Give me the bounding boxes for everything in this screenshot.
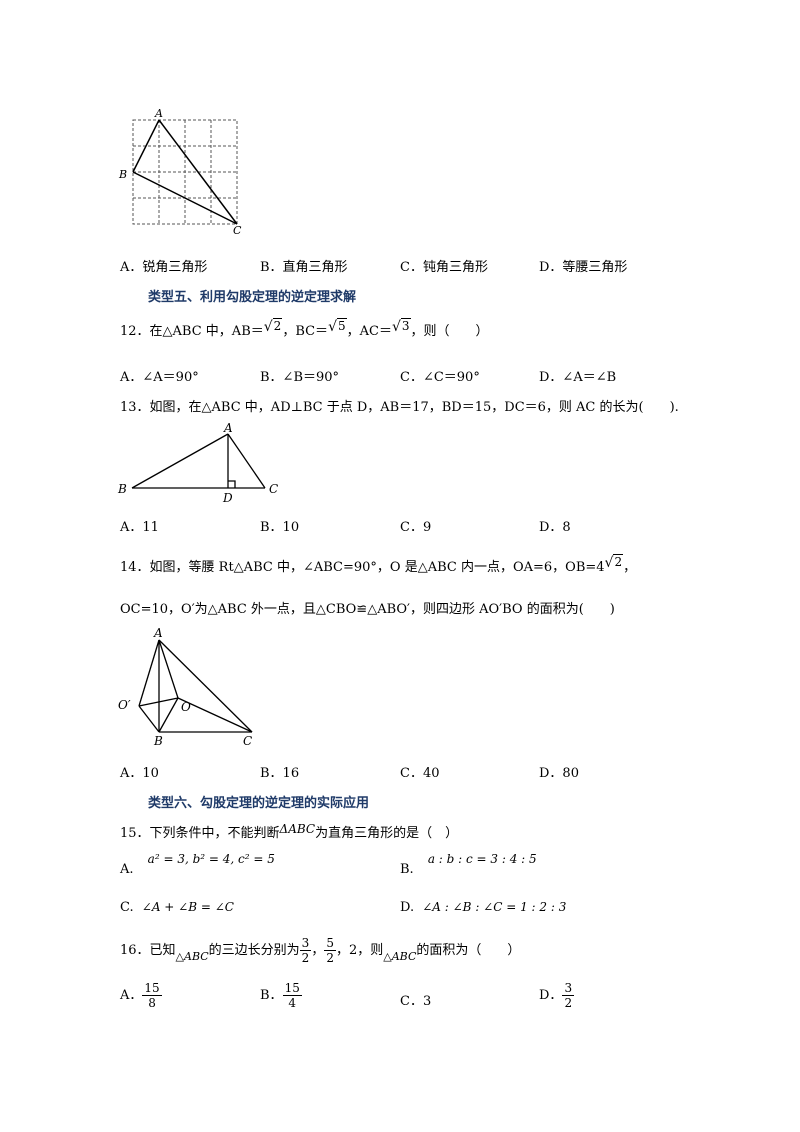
- q16-option-c: C．3: [400, 994, 432, 1009]
- q12-stem: 12．在△ABC 中，AB＝√2，BC＝√5，AC＝√3，则（ ）: [120, 318, 489, 339]
- q12-option-b: B．∠B＝90°: [260, 370, 340, 385]
- q15-option-d: D. ∠A : ∠B : ∠C = 1 : 2 : 3: [400, 900, 566, 915]
- q11-option-c: C．钝角三角形: [400, 260, 488, 275]
- q13-label-b: B: [117, 482, 127, 496]
- q14-option-d: D．80: [539, 766, 579, 781]
- q16-prefix: 16．已知: [120, 943, 176, 958]
- q12-suffix: ，则（ ）: [410, 324, 489, 339]
- q12-option-c: C．∠C＝90°: [400, 370, 480, 385]
- q15-option-d-label: D.: [400, 900, 415, 915]
- section-5-heading: 类型五、利用勾股定理的逆定理求解: [148, 290, 357, 305]
- q16-option-a: A． 15 8: [120, 981, 162, 1010]
- q14-stem-line-2: OC=10，O′为△ABC 外一点，且△CBO≌△ABO′，则四边形 AO′BO…: [120, 602, 615, 617]
- section-6-heading: 类型六、勾股定理的逆定理的实际应用: [148, 796, 370, 811]
- q15-option-a: A. a² = 3, b² = 4, c² = 5: [120, 852, 275, 877]
- q15-option-d-math: ∠A : ∠B : ∠C = 1 : 2 : 3: [422, 900, 567, 914]
- q11-option-a: A．锐角三角形: [120, 260, 208, 275]
- q14-label-a: A: [153, 626, 163, 640]
- q14-prefix: 14．如图，等腰 Rt△ABC 中，∠ABC=90°，O 是△ABC 内一点，O…: [120, 560, 605, 575]
- q12-prefix: 12．在△ABC 中，AB＝: [120, 324, 264, 339]
- q13-label-d: D: [222, 491, 233, 505]
- q15-option-c: C. ∠A + ∠B = ∠C: [120, 900, 234, 915]
- q13-stem: 13．如图，在△ABC 中，AD⊥BC 于点 D，AB＝17，BD＝15，DC＝…: [120, 400, 679, 415]
- q14-option-a: A．10: [120, 766, 159, 781]
- q12-sqrt-3: √3: [391, 318, 411, 335]
- q11-grid-figure: A B C: [118, 107, 242, 237]
- q16-suffix: 的面积为（ ）: [416, 943, 521, 958]
- q13-label-a: A: [223, 421, 233, 435]
- q14-option-c: C．40: [400, 766, 440, 781]
- q16-sep-1: ，: [311, 943, 325, 958]
- q15-option-a-label: A.: [120, 862, 134, 877]
- q16-option-a-fraction: 15 8: [142, 981, 162, 1010]
- q16-mid: 的三边长分别为: [208, 943, 300, 958]
- q16-triangle-2: △ABC: [383, 950, 417, 963]
- q16-option-b: B． 15 4: [260, 981, 302, 1010]
- q11-label-b: B: [118, 168, 127, 181]
- q16-stem: 16．已知△ABC的三边长分别为 3 2， 5 2 ，2，则△ABC的面积为（ ）: [120, 936, 520, 966]
- q15-option-c-math: ∠A + ∠B = ∠C: [141, 900, 234, 914]
- q13-option-c: C．9: [400, 520, 432, 535]
- q14-label-o-prime: O′: [118, 698, 131, 712]
- q15-option-b-math: a : b : c = 3 : 4 : 5: [427, 852, 537, 866]
- q15-option-a-math: a² = 3, b² = 4, c² = 5: [147, 852, 275, 866]
- q13-option-d: D．8: [539, 520, 571, 535]
- q15-stem: 15．下列条件中，不能判断ΔABC为直角三角形的是（ ）: [120, 822, 458, 841]
- q15-option-c-label: C.: [120, 900, 134, 915]
- q16-sep-2: ，2，则: [335, 943, 384, 958]
- q12-sqrt-1: √2: [263, 318, 283, 335]
- q14-option-b: B．16: [260, 766, 300, 781]
- q12-option-d: D．∠A＝∠B: [539, 370, 617, 385]
- q13-figure: A B C D: [117, 421, 278, 505]
- q14-sqrt: √2: [604, 554, 624, 571]
- q11-option-b: B．直角三角形: [260, 260, 348, 275]
- q16-option-d: D． 3 2: [539, 981, 575, 1010]
- q14-label-c: C: [243, 734, 252, 748]
- q14-label-b: B: [153, 734, 163, 748]
- q12-mid-1: ，BC＝: [282, 324, 329, 339]
- q14-label-o: O: [181, 700, 191, 714]
- q16-triangle: △ABC: [175, 950, 209, 963]
- q15-triangle: ΔABC: [279, 822, 316, 836]
- q12-option-a: A．∠A＝90°: [120, 370, 199, 385]
- q14-stem-line-1: 14．如图，等腰 Rt△ABC 中，∠ABC=90°，O 是△ABC 内一点，O…: [120, 554, 637, 575]
- q13-label-c: C: [269, 482, 278, 496]
- q15-option-b: B. a : b : c = 3 : 4 : 5: [400, 852, 537, 877]
- q13-option-a: A．11: [120, 520, 159, 535]
- q12-sqrt-2: √5: [328, 318, 347, 335]
- q11-option-d: D．等腰三角形: [539, 260, 628, 275]
- q15-option-b-label: B.: [400, 862, 414, 877]
- q13-option-b: B．10: [260, 520, 300, 535]
- q11-label-a: A: [154, 107, 163, 120]
- q12-mid-2: ，AC＝: [346, 324, 392, 339]
- q14-suffix: ，: [623, 560, 637, 575]
- q15-suffix: 为直角三角形的是（ ）: [315, 826, 459, 841]
- q15-prefix: 15．下列条件中，不能判断: [120, 826, 280, 841]
- q14-figure: A B C O O′: [118, 626, 253, 748]
- q11-label-c: C: [233, 224, 242, 237]
- q16-option-b-fraction: 15 4: [282, 981, 302, 1010]
